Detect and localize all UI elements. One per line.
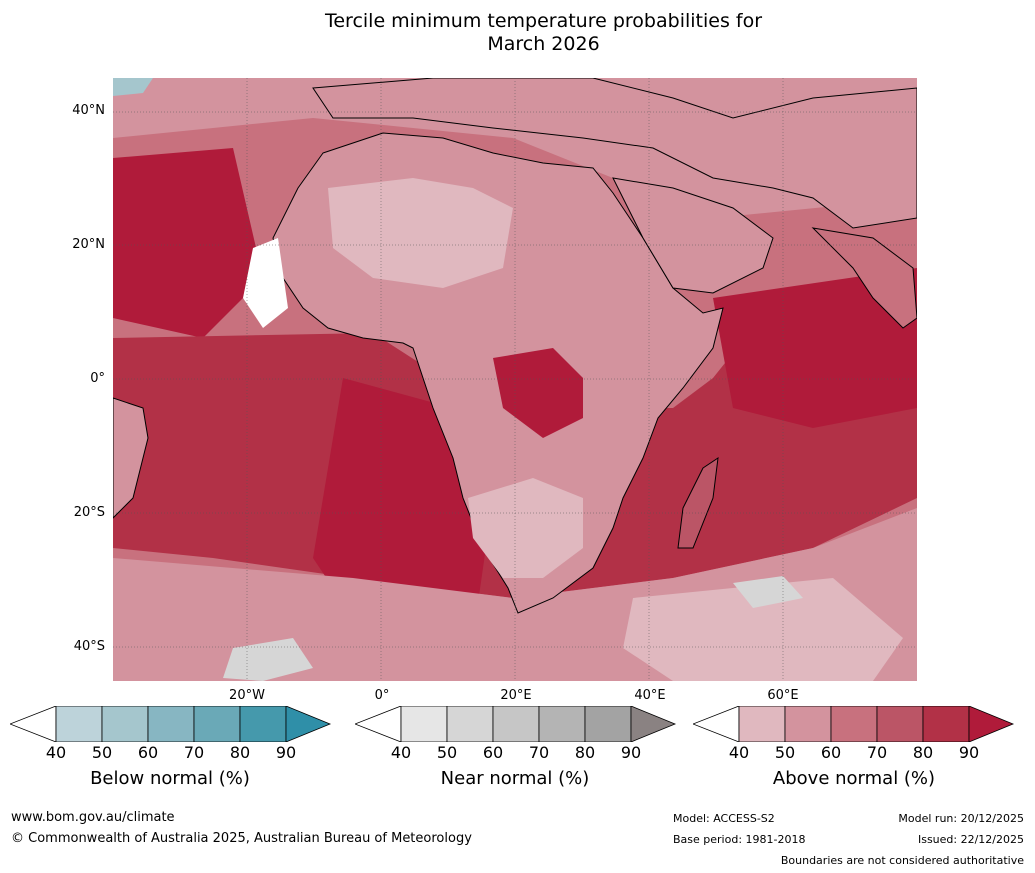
eurasia-landmass	[312, 78, 917, 229]
india-landmass	[811, 227, 917, 329]
cb-below-tick-90: 90	[275, 743, 297, 762]
cb-above-bin-50-60	[784, 706, 832, 742]
lon-label-60e: 60°E	[767, 688, 799, 703]
field-west-coast-white	[243, 238, 288, 328]
cb-above-tick-80: 80	[912, 743, 934, 762]
colorbar-above	[693, 706, 1015, 742]
cb-below-tick-40: 40	[45, 743, 67, 762]
arabia-landmass	[612, 177, 774, 294]
cb-below-bin-60-70	[147, 706, 195, 742]
cb-above-tick-40: 40	[728, 743, 750, 762]
cb-above-label: Above normal (%)	[772, 768, 936, 789]
colorbar-below	[10, 706, 332, 742]
field-southern-patch	[623, 578, 903, 681]
cb-below-bin-50-60	[101, 706, 149, 742]
cb-below-tick-50: 50	[91, 743, 113, 762]
lat-label-40n: 40°N	[72, 103, 105, 118]
colorbar-near	[355, 706, 677, 742]
cb-above-bin-60-70	[830, 706, 878, 742]
cb-above-bin-80-90	[922, 706, 970, 742]
cb-near-tick-60: 60	[482, 743, 504, 762]
cb-near-bin-60-70	[492, 706, 540, 742]
cb-near-bin-80-90	[584, 706, 632, 742]
lat-label-20n: 20°N	[72, 237, 105, 252]
cb-above-tick-50: 50	[774, 743, 796, 762]
patch-below-normal	[113, 78, 153, 96]
probability-map	[113, 78, 917, 681]
cb-below-tick-80: 80	[229, 743, 251, 762]
cb-near-tick-50: 50	[436, 743, 458, 762]
cb-below-tick-70: 70	[183, 743, 205, 762]
field-sahara	[328, 178, 513, 288]
lon-label-20e: 20°E	[500, 688, 532, 703]
field-central-africa	[493, 348, 583, 438]
field-southern-africa	[468, 478, 583, 578]
lon-label-40e: 40°E	[634, 688, 666, 703]
cb-near-bin-70-80	[538, 706, 586, 742]
cb-below-bin-80-90	[239, 706, 287, 742]
cb-below-extend-high	[285, 706, 332, 742]
boundaries-disclaimer: Boundaries are not considered authoritat…	[780, 854, 1024, 867]
cb-above-tick-70: 70	[866, 743, 888, 762]
cb-below-tick-60: 60	[137, 743, 159, 762]
cb-above-extend-low	[693, 706, 740, 742]
lat-label-20s: 20°S	[73, 505, 105, 520]
map-svg	[113, 78, 917, 681]
lat-label-0: 0°	[90, 371, 105, 386]
patch-near-normal	[223, 638, 313, 681]
cb-above-tick-60: 60	[820, 743, 842, 762]
cb-near-tick-80: 80	[574, 743, 596, 762]
lat-label-40s: 40°S	[73, 639, 105, 654]
field-indian-ocean	[713, 268, 917, 428]
south-america-landmass	[113, 397, 149, 519]
cb-below-label: Below normal (%)	[90, 768, 250, 789]
cb-above-bin-70-80	[876, 706, 924, 742]
lon-label-0: 0°	[374, 688, 390, 703]
cb-near-bin-40-50	[400, 706, 448, 742]
model-name: Model: ACCESS-S2	[673, 812, 775, 825]
graticule	[113, 78, 917, 681]
model-run-date: Model run: 20/12/2025	[898, 812, 1024, 825]
cb-near-extend-low	[355, 706, 402, 742]
cb-above-tick-90: 90	[958, 743, 980, 762]
website-link[interactable]: www.bom.gov.au/climate	[11, 810, 175, 825]
field-atlantic-north	[113, 148, 263, 338]
cb-near-tick-90: 90	[620, 743, 642, 762]
cb-near-bin-50-60	[446, 706, 494, 742]
copyright-text: © Commonwealth of Australia 2025, Austra…	[11, 831, 472, 846]
base-period: Base period: 1981-2018	[673, 833, 806, 846]
patch-near-normal-2	[733, 576, 803, 608]
lon-label-20w: 20°W	[229, 688, 265, 703]
issued-date: Issued: 22/12/2025	[917, 833, 1024, 846]
cb-above-bin-40-50	[738, 706, 786, 742]
madagascar-landmass	[677, 456, 719, 549]
cb-near-label: Near normal (%)	[440, 768, 590, 789]
cb-below-bin-70-80	[193, 706, 241, 742]
cb-below-bin-40-50	[55, 706, 103, 742]
cb-near-tick-70: 70	[528, 743, 550, 762]
cb-near-extend-high	[630, 706, 677, 742]
cb-near-tick-40: 40	[390, 743, 412, 762]
title-line-1: Tercile minimum temperature probabilitie…	[324, 10, 763, 32]
title-line-2: March 2026	[487, 33, 600, 55]
cb-below-extend-low	[10, 706, 57, 742]
chart-title: Tercile minimum temperature probabilitie…	[0, 10, 1035, 56]
cb-above-extend-high	[968, 706, 1015, 742]
